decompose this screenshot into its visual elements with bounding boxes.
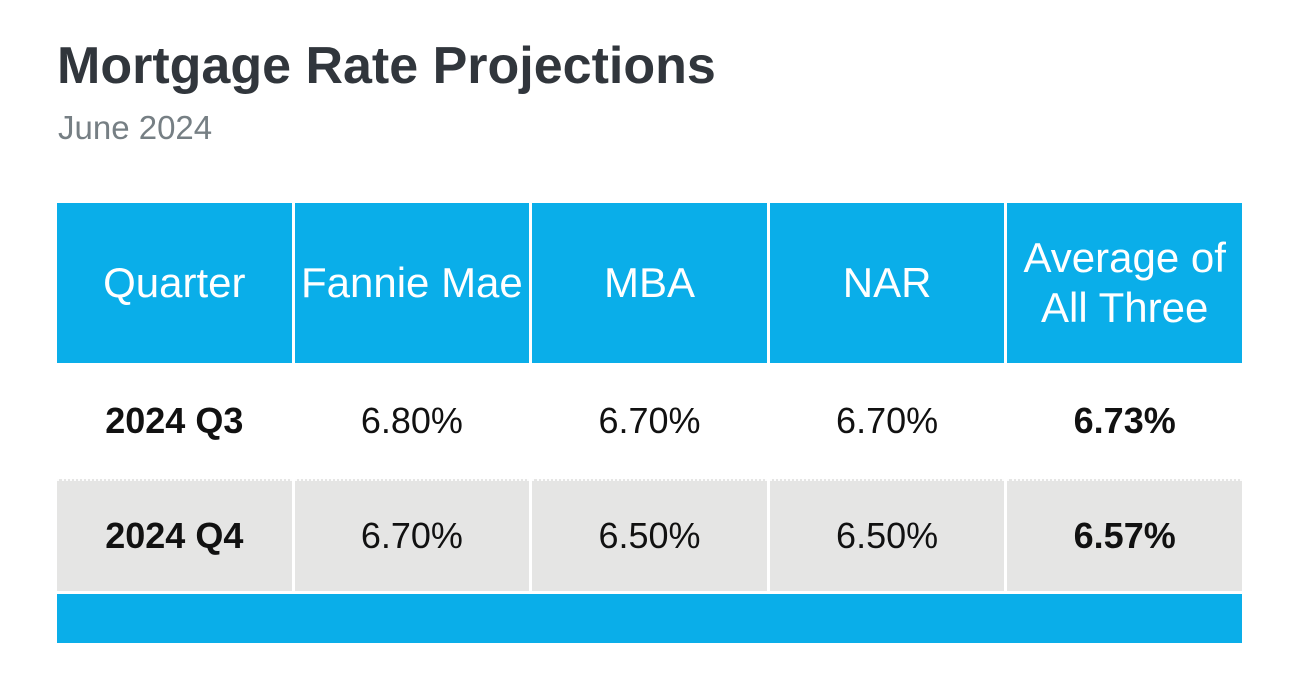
cell-q3-average: 6.73% bbox=[1007, 363, 1242, 479]
page-title: Mortgage Rate Projections bbox=[57, 37, 716, 95]
cell-q3-fannie-mae: 6.80% bbox=[294, 363, 530, 479]
column-header-quarter: Quarter bbox=[57, 203, 292, 363]
cell-q4-quarter: 2024 Q4 bbox=[57, 479, 292, 591]
cell-q4-nar: 6.50% bbox=[769, 479, 1005, 591]
column-header-fannie-mae: Fannie Mae bbox=[294, 203, 530, 363]
table-footer-bar bbox=[57, 594, 1242, 643]
slide-content: Mortgage Rate Projections June 2024 Quar… bbox=[57, 37, 1242, 643]
column-header-mba: MBA bbox=[532, 203, 767, 363]
mortgage-rate-table: Quarter Fannie Mae MBA NAR Average of Al… bbox=[57, 203, 1242, 643]
page-subtitle: June 2024 bbox=[58, 109, 213, 146]
cell-q3-mba: 6.70% bbox=[532, 363, 767, 479]
column-header-nar: NAR bbox=[769, 203, 1005, 363]
cell-q3-quarter: 2024 Q3 bbox=[57, 363, 292, 479]
cell-q3-nar: 6.70% bbox=[769, 363, 1005, 479]
cell-q4-mba: 6.50% bbox=[532, 479, 767, 591]
cell-q4-average: 6.57% bbox=[1007, 479, 1242, 591]
column-header-average: Average of All Three bbox=[1007, 203, 1242, 363]
cell-q4-fannie-mae: 6.70% bbox=[294, 479, 530, 591]
